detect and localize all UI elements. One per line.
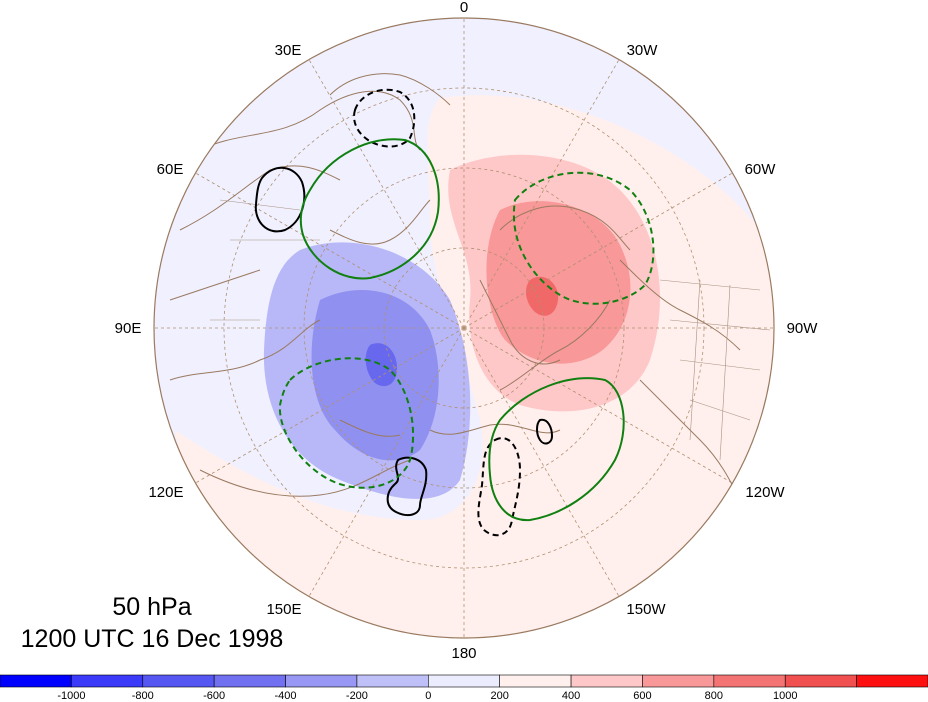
lon-label-60e: 60E — [157, 161, 184, 178]
meridian-line — [463, 327, 733, 484]
lon-label-180: 180 — [451, 645, 476, 662]
colorbar-swatch — [642, 674, 715, 688]
colorbar-swatch — [428, 674, 500, 688]
coastlines — [169, 73, 741, 501]
meridian-line — [195, 172, 465, 329]
colorbar-tick-label: -800 — [132, 690, 154, 702]
colorbar-swatch — [71, 674, 144, 688]
lon-label-120e: 120E — [148, 484, 183, 501]
black-contour-siberia — [386, 456, 428, 517]
black-dashed-contours — [353, 88, 522, 537]
meridian-line — [195, 327, 465, 484]
colorbar-swatch — [570, 674, 643, 688]
map-boundary — [153, 17, 775, 639]
colorbar-swatch — [713, 674, 786, 688]
colorbar: -1000 -800 -600 -400 -200 0 200 400 600 800 1000 — [0, 674, 928, 702]
colorbar-tick-label: -600 — [203, 690, 225, 702]
green-solid-europe — [299, 138, 440, 280]
colorbar-tick-label: -1000 — [57, 690, 85, 702]
black-solid-contours — [254, 167, 554, 517]
colorbar-tick-label: 800 — [705, 690, 723, 702]
longitude-labels: 0 30W 60W 90W 120W 150W 180 150E 120E 90… — [115, 0, 819, 662]
lon-label-90w: 90W — [787, 320, 819, 337]
timestamp-title: 1200 UTC 16 Dec 1998 — [21, 625, 284, 653]
lon-label-0: 0 — [460, 0, 468, 16]
meridian-line — [308, 327, 465, 597]
black-dashed-pacific — [477, 437, 522, 537]
lon-label-30w: 30W — [627, 42, 659, 59]
green-dashed-siberia — [278, 357, 415, 489]
meridian-line — [463, 172, 733, 329]
colorbar-tick-label: 400 — [562, 690, 580, 702]
colorbar-swatch — [499, 674, 572, 688]
green-solid-contours — [299, 138, 625, 522]
green-dashed-contours — [278, 171, 655, 489]
lon-label-60w: 60W — [745, 161, 777, 178]
colorbar-swatch — [0, 674, 72, 688]
colorbar-tick-label: 1000 — [773, 690, 797, 702]
lon-label-150w: 150W — [626, 601, 666, 618]
meridian-line — [463, 59, 620, 329]
colorbar-swatch — [213, 674, 286, 688]
lon-label-120w: 120W — [745, 484, 785, 501]
black-dashed-scandinavia — [353, 88, 416, 148]
meridian-line — [308, 59, 465, 329]
black-contour-europe — [254, 167, 306, 233]
colorbar-tick-label: -400 — [275, 690, 297, 702]
pressure-level-title: 50 hPa — [112, 593, 191, 621]
colorbar-swatch — [285, 674, 358, 688]
lon-label-30e: 30E — [275, 42, 302, 59]
colorbar-tick-label: 0 — [425, 690, 431, 702]
colorbar-tick-label: -200 — [346, 690, 368, 702]
lon-label-150e: 150E — [266, 601, 301, 618]
meridian-line — [463, 327, 620, 597]
meridians — [154, 18, 774, 638]
colorbar-swatch — [142, 674, 215, 688]
lon-label-90e: 90E — [115, 320, 142, 337]
black-contour-alaska — [536, 418, 554, 445]
colorbar-swatch — [784, 674, 857, 688]
colorbar-tick-label: 600 — [633, 690, 651, 702]
green-solid-pacific — [488, 377, 625, 522]
positive-region-600 — [525, 276, 559, 316]
negative-region-600 — [365, 343, 398, 387]
colorbar-swatch — [856, 674, 928, 688]
colorbar-tick-label: 200 — [491, 690, 509, 702]
map-disc — [154, 18, 774, 638]
colorbar-swatch — [356, 674, 429, 688]
